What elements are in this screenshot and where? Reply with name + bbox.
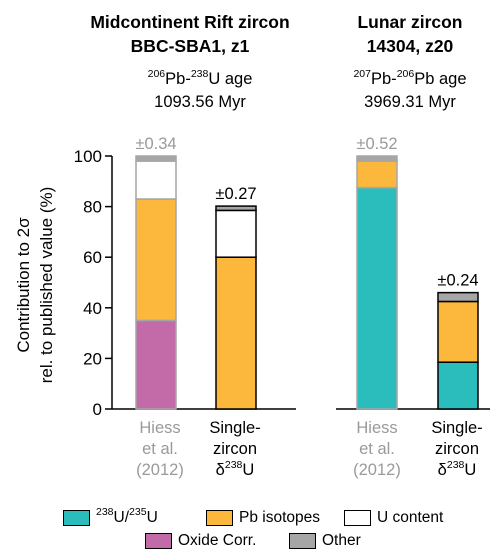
age-subtitle-lunar: 207Pb-206Pb age 3969.31 Myr <box>320 68 494 114</box>
bar-segment-u_ratio <box>356 186 398 410</box>
bar-segment-pb <box>215 256 257 410</box>
x-label-line: (2012) <box>353 461 401 479</box>
age-label: 207Pb-206Pb age <box>320 68 494 91</box>
legend-label-u-ratio: 238U/235U <box>96 505 158 527</box>
bar-total-label: ±0.27 <box>215 185 256 203</box>
y-tick-label: 80 <box>83 198 102 217</box>
panel-title-line2: BBC-SBA1, z1 <box>130 36 250 56</box>
isotope-mass: 207 <box>353 67 371 80</box>
legend-text: U/ <box>113 509 130 526</box>
panel-title-midcontinent: Midcontinent Rift zircon BBC-SBA1, z1 <box>60 10 320 58</box>
y-tick-label: 60 <box>83 248 102 267</box>
x-label-hiess-lunar: Hiess et al. (2012) <box>337 418 417 481</box>
legend-item-pb: Pb isotopes <box>206 508 320 528</box>
isotope-mass: 238 <box>224 458 243 471</box>
bar-segment-other <box>135 155 177 162</box>
legend-text: U <box>146 509 158 526</box>
isotope-mass: 238 <box>446 458 465 471</box>
legend-swatch-other <box>289 533 316 549</box>
x-label-line: zircon <box>212 440 257 458</box>
isotope-mass: 206 <box>396 67 415 80</box>
age-value: 1093.56 Myr <box>154 93 246 111</box>
isotope-mass: 238 <box>96 505 114 518</box>
x-label-line: Hiess <box>139 419 181 437</box>
legend-swatch-oxide <box>145 533 172 549</box>
age-subtitle-midcontinent: 206Pb-238U age 1093.56 Myr <box>100 68 300 114</box>
element-symbol: U <box>464 461 477 479</box>
x-label-line: (2012) <box>136 461 184 479</box>
legend-item-ucontent: U content <box>344 508 443 528</box>
x-label-hiess-midcontinent: Hiess et al. (2012) <box>120 418 200 481</box>
delta-symbol: δ <box>215 461 225 479</box>
x-label-line: δ238U <box>417 458 494 481</box>
x-label-line: Single- <box>431 419 483 437</box>
legend-item-oxide: Oxide Corr. <box>145 531 256 551</box>
panel-title-line1: Midcontinent Rift zircon <box>90 12 290 32</box>
bar-total-label: ±0.34 <box>135 135 176 153</box>
panel-title-line2: 14304, z20 <box>366 36 454 56</box>
legend-item-other: Other <box>289 531 361 551</box>
legend-label-pb: Pb isotopes <box>239 509 320 526</box>
bar-total-label: ±0.24 <box>437 272 478 290</box>
y-tick-label: 100 <box>74 147 102 166</box>
element-symbol: U <box>242 461 255 479</box>
x-label-line: δ238U <box>195 458 275 481</box>
isotope-mass: 235 <box>129 505 147 518</box>
x-label-line: et al. <box>359 440 395 458</box>
legend-item-u-ratio: 238U/235U <box>63 505 158 528</box>
x-label-line: Single- <box>209 419 261 437</box>
x-label-line: Hiess <box>356 419 398 437</box>
age-element: U age <box>208 70 253 88</box>
bar-segment-pb <box>437 300 479 363</box>
legend-swatch-pb <box>206 510 233 526</box>
legend-label-other: Other <box>322 532 361 549</box>
y-tick-label: 40 <box>83 299 102 318</box>
panel-title-lunar: Lunar zircon 14304, z20 <box>330 10 490 58</box>
age-element: Pb- <box>165 70 191 88</box>
bar-segment-ucontent <box>135 160 177 200</box>
bar-segment-u_ratio <box>437 361 479 410</box>
legend-swatch-ucontent <box>344 510 371 526</box>
x-label-single-lunar: Single- zircon δ238U <box>417 418 494 481</box>
bar-segment-other <box>215 205 257 212</box>
legend-swatch-u-ratio <box>63 510 90 526</box>
age-label: 206Pb-238U age <box>100 68 300 91</box>
bar-segment-pb <box>135 198 177 322</box>
delta-symbol: δ <box>437 461 447 479</box>
age-element: Pb- <box>371 70 397 88</box>
legend-label-oxide: Oxide Corr. <box>178 532 257 549</box>
bar-segment-pb <box>356 160 398 189</box>
bar-total-label: ±0.52 <box>356 135 397 153</box>
bar-segment-other <box>356 155 398 162</box>
isotope-mass: 238 <box>190 67 209 80</box>
isotope-mass: 206 <box>147 67 166 80</box>
x-label-single-midcontinent: Single- zircon δ238U <box>195 418 275 481</box>
legend-label-ucontent: U content <box>377 509 444 526</box>
age-value: 3969.31 Myr <box>364 93 456 111</box>
x-label-line: zircon <box>434 440 479 458</box>
age-element: Pb age <box>414 70 467 88</box>
bar-segment-other <box>437 291 479 303</box>
y-tick-label: 0 <box>93 400 102 419</box>
bar-segment-oxide <box>135 319 177 410</box>
panel-title-line1: Lunar zircon <box>357 12 463 32</box>
y-tick-label: 20 <box>83 349 102 368</box>
x-label-line: et al. <box>142 440 178 458</box>
bar-segment-ucontent <box>215 209 257 258</box>
